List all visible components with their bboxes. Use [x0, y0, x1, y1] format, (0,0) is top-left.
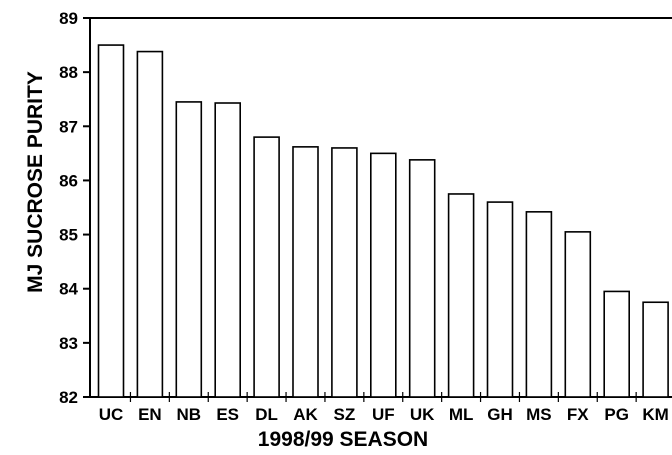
- bars: [97, 44, 669, 398]
- y-ticks: 82 83 84 85 86 87 88 89: [59, 9, 90, 407]
- x-tick-label: ES: [216, 405, 239, 424]
- x-tick-label: NB: [177, 405, 202, 424]
- x-tick-label: AK: [293, 405, 318, 424]
- y-tick-label: 86: [59, 171, 78, 190]
- x-tick-label: PG: [604, 405, 629, 424]
- bar-uc: [97, 44, 125, 398]
- bar-uf: [369, 152, 397, 398]
- bar-km: [642, 301, 669, 398]
- bar-fx: [564, 231, 592, 398]
- bar-dl: [253, 136, 280, 398]
- x-tick-label: SZ: [334, 405, 356, 424]
- x-tick-label: EN: [138, 405, 162, 424]
- y-tick-label: 82: [59, 388, 78, 407]
- bar-ml: [447, 193, 475, 398]
- x-tick-label: DL: [255, 405, 278, 424]
- y-tick-label: 87: [59, 117, 78, 136]
- bar-uk: [408, 159, 436, 398]
- y-tick-label: 84: [59, 280, 78, 299]
- x-tick-label: UK: [410, 405, 435, 424]
- bar-nb: [175, 101, 203, 398]
- x-tick-label: GH: [487, 405, 513, 424]
- bar-ms: [525, 211, 553, 398]
- x-tick-label: FX: [567, 405, 589, 424]
- bar-gh: [486, 201, 514, 398]
- x-ticks: [129, 392, 637, 402]
- bar-ak: [292, 146, 319, 398]
- y-tick-label: 88: [59, 63, 78, 82]
- bar-en: [136, 50, 164, 398]
- y-axis-title: MJ SUCROSE PURITY: [24, 71, 47, 293]
- x-tick-label: MS: [526, 405, 552, 424]
- x-tick-label: ML: [449, 405, 474, 424]
- x-tick-label: UF: [372, 405, 395, 424]
- x-tick-label: KM: [642, 405, 668, 424]
- x-axis-title: 1998/99 SEASON: [258, 428, 428, 451]
- y-tick-label: 85: [59, 226, 78, 245]
- y-tick-label: 83: [59, 334, 78, 353]
- y-tick-label: 89: [59, 9, 78, 28]
- x-tick-label: UC: [99, 405, 124, 424]
- x-labels: UC EN NB ES DL AK SZ UF UK ML GH MS FX PG KM: [99, 405, 669, 424]
- bar-sz: [331, 147, 358, 398]
- bar-es: [214, 102, 241, 398]
- bar-pg: [603, 290, 631, 398]
